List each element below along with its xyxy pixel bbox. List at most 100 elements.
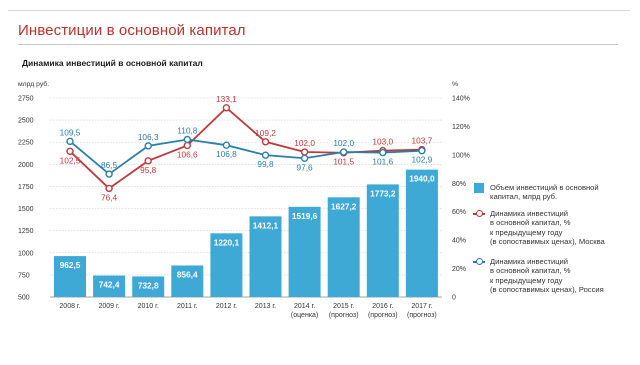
data-label-russia: 106,3	[138, 132, 159, 142]
bar	[327, 197, 360, 297]
x-tick-label: 2009 г.	[99, 303, 120, 310]
point-moscow	[183, 141, 192, 150]
bar-value-label: 962,5	[60, 260, 81, 270]
y-right-tick-label: 140%	[452, 96, 470, 103]
x-tick-label: 2010 г.	[138, 303, 159, 310]
data-label-russia: 101,6	[372, 157, 393, 167]
point-russia	[300, 154, 309, 162]
bar	[405, 169, 438, 297]
bar-value-label: 856,4	[177, 269, 198, 279]
y-left-tick-label: 1500	[18, 206, 34, 213]
bar-value-label: 1220,1	[214, 237, 240, 247]
y-left-tick-label: 1250	[18, 228, 34, 235]
bar-value-label: 1773,2	[370, 188, 396, 198]
series-line-russia	[69, 138, 422, 176]
data-label-moscow: 109,2	[255, 128, 276, 138]
point-russia	[66, 137, 74, 146]
point-russia	[183, 135, 192, 144]
data-label-russia: 99,8	[257, 159, 274, 169]
data-label-moscow: 95,8	[140, 165, 157, 175]
y-right-tick-label: 80%	[452, 181, 466, 188]
x-tick-label: 2008 г.	[59, 303, 80, 310]
legend-swatch-bar	[474, 183, 484, 193]
x-tick-label: 2015 г.	[333, 303, 354, 310]
y-left-tick-label: 1000	[18, 250, 34, 257]
bar-value-label: 732,8	[138, 280, 159, 290]
y-right-tick-label: 60%	[452, 209, 466, 216]
legend-swatch-russia	[473, 257, 485, 267]
point-russia	[105, 170, 113, 178]
point-russia	[261, 151, 270, 159]
y-right-tick-label: 20%	[452, 266, 466, 273]
x-tick-label: 2016 г.	[372, 303, 393, 310]
y-left-tick-label: 2500	[18, 118, 34, 125]
y-right-tick-label: 40%	[452, 238, 466, 245]
data-label-moscow: 102,0	[294, 138, 315, 148]
y-left-tick-label: 2000	[18, 162, 34, 169]
legend-item-bars: Объем инвестиций в основной капитал, млр…	[474, 183, 634, 202]
data-label-russia: 97,6	[297, 162, 314, 172]
x-tick-label: 2013 г.	[255, 303, 276, 310]
bar	[54, 256, 86, 297]
data-label-moscow: 133,1	[216, 94, 237, 104]
y-left-unit: млрд руб.	[18, 80, 49, 88]
data-label-russia: 86,5	[101, 160, 118, 170]
point-russia	[418, 147, 426, 155]
data-label-russia: 102,0	[333, 138, 354, 148]
x-tick-label: (оценка)	[291, 312, 318, 319]
data-label-russia: 110,8	[177, 126, 198, 136]
bar	[288, 206, 321, 297]
bar	[366, 184, 399, 297]
y-left-tick-label: 2750	[18, 96, 34, 103]
data-label-moscow: 76,4	[101, 192, 118, 202]
title-divider	[18, 44, 618, 45]
legend-item-russia: Динамика инвестиций в основной капитал, …	[473, 257, 634, 295]
x-tick-label: (прогноз)	[329, 312, 359, 319]
bar-value-label: 742,4	[99, 280, 120, 290]
x-tick-label: (прогноз)	[407, 312, 437, 319]
point-russia	[379, 148, 387, 157]
chart-frame	[8, 10, 630, 359]
data-label-russia: 106,8	[216, 149, 237, 159]
y-right-tick-label: 0	[452, 295, 456, 302]
bar	[132, 276, 165, 297]
x-tick-label: (прогноз)	[368, 312, 398, 319]
point-moscow	[144, 157, 152, 165]
legend-label-russia: Динамика инвестиций в основной капитал, …	[490, 257, 604, 295]
y-left-tick-label: 2250	[18, 140, 34, 147]
bar-value-label: 1627,2	[331, 201, 357, 211]
point-moscow	[300, 148, 309, 156]
y-right-tick-label: 100%	[452, 152, 470, 159]
x-tick-label: 2012 г.	[216, 303, 237, 310]
data-label-moscow: 106,6	[177, 149, 198, 159]
point-moscow	[105, 184, 113, 193]
point-russia	[340, 148, 348, 156]
y-right-unit: %	[452, 81, 458, 88]
bar	[249, 216, 282, 297]
legend-item-moscow: Динамика инвестиций в основной капитал, …	[473, 209, 634, 247]
x-tick-label: 2017 г.	[411, 303, 432, 310]
data-label-russia: 109,5	[60, 127, 81, 137]
point-moscow	[66, 147, 74, 156]
data-label-moscow: 101,5	[333, 157, 354, 167]
data-label-russia: 102,9	[412, 155, 433, 165]
x-tick-label: 2011 г.	[177, 303, 198, 310]
bar-value-label: 1412,1	[253, 220, 279, 230]
data-label-moscow: 102,5	[60, 155, 81, 165]
legend-swatch-moscow	[473, 209, 485, 219]
data-label-moscow: 103,7	[412, 136, 433, 146]
x-tick-label: 2014 г.	[294, 303, 315, 310]
bar	[210, 233, 243, 297]
point-moscow	[222, 104, 231, 112]
y-left-tick-label: 500	[18, 295, 30, 302]
y-left-tick-label: 750	[18, 272, 30, 279]
point-russia	[222, 141, 231, 149]
bar	[93, 275, 126, 297]
point-russia	[144, 142, 152, 150]
bar-value-label: 1940,0	[409, 174, 435, 184]
legend-label-bars: Объем инвестиций в основной капитал, млр…	[490, 183, 599, 202]
legend-label-moscow: Динамика инвестиций в основной капитал, …	[490, 209, 605, 247]
bar	[171, 265, 204, 297]
y-right-tick-label: 120%	[452, 124, 470, 131]
